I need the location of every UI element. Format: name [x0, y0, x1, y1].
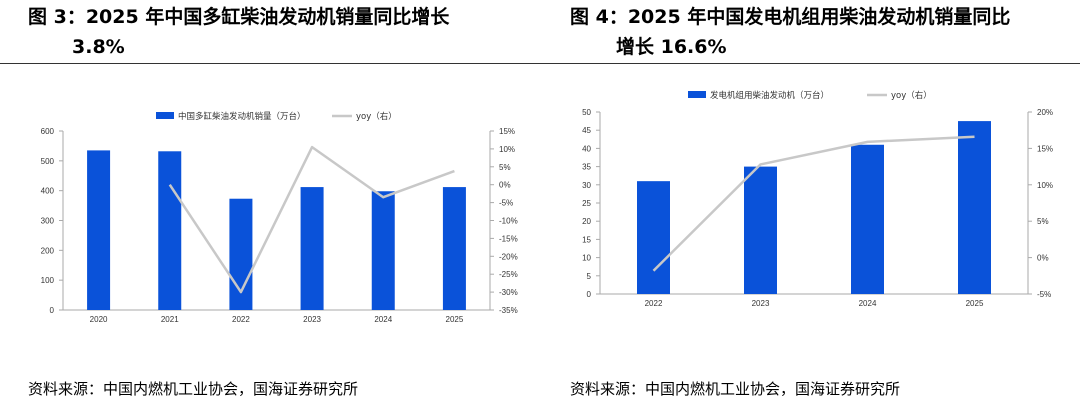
right-tick-label: -30%: [499, 288, 518, 297]
left-tick-label: 500: [41, 157, 55, 166]
left-tick-label: 15: [582, 235, 591, 244]
x-tick-label: 2024: [859, 299, 877, 308]
yoy-line: [652, 135, 975, 272]
left-tick-label: 25: [582, 199, 591, 208]
source-note: 资料来源：中国内燃机工业协会，国海证券研究所: [570, 380, 901, 398]
bar: [637, 181, 670, 294]
legend-label-line: yoy（右）: [891, 90, 932, 101]
x-tick-label: 2023: [752, 299, 770, 308]
left-tick-label: 200: [41, 246, 55, 255]
right-tick-label: 5%: [499, 163, 511, 172]
right-tick-label: 10%: [499, 145, 515, 154]
right-tick-label: -20%: [499, 252, 518, 261]
left-tick-label: 35: [582, 163, 591, 172]
legend-label-bar: 中国多缸柴油发动机销量（万台）: [178, 111, 306, 122]
x-tick-label: 2020: [90, 315, 108, 324]
right-tick-label: -5%: [1037, 290, 1051, 299]
left-tick-label: 45: [582, 126, 591, 135]
right-tick-label: -10%: [499, 217, 518, 226]
right-tick-label: 15%: [499, 127, 515, 136]
legend-swatch-bar: [688, 91, 706, 98]
x-tick-label: 2025: [446, 315, 464, 324]
chart-panel-left: 图 3：2025 年中国多缸柴油发动机销量同比增长 3.8% 0 100 200 30…: [28, 2, 533, 398]
x-tick-label: 2022: [232, 315, 250, 324]
bar: [442, 187, 466, 310]
x-tick-label: 2023: [303, 315, 321, 324]
header-rule: [0, 63, 1080, 64]
bar: [158, 151, 182, 310]
left-tick-label: 100: [41, 276, 55, 285]
x-tick-label: 2021: [161, 315, 179, 324]
bar: [958, 121, 991, 294]
legend-label-bar: 发电机组用柴油发动机（万台）: [710, 90, 829, 101]
right-tick-label: 5%: [1037, 217, 1049, 226]
right-tick-label: 0%: [1037, 254, 1049, 263]
bar: [300, 187, 324, 310]
bar: [87, 150, 111, 310]
figure-title: 图 3：2025 年中国多缸柴油发动机销量同比增长 3.8%: [28, 2, 533, 62]
right-tick-label: 10%: [1037, 181, 1053, 190]
right-tick-label: 15%: [1037, 144, 1053, 153]
left-tick-label: 600: [41, 127, 55, 136]
left-tick-label: 10: [582, 254, 591, 263]
left-tick-label: 400: [41, 187, 55, 196]
legend-swatch-bar: [156, 112, 174, 119]
bar: [851, 144, 884, 294]
left-tick-label: 0: [50, 306, 55, 315]
x-tick-label: 2024: [374, 315, 392, 324]
combo-bar-line-chart: 0 100 200 300 400 500 600 -35% -30% -25% -20% -15% -…: [41, 111, 518, 324]
legend-label-line: yoy（右）: [356, 111, 397, 122]
left-tick-label: 300: [41, 217, 55, 226]
bar: [371, 191, 395, 310]
left-tick-label: 0: [587, 290, 592, 299]
left-tick-label: 40: [582, 144, 591, 153]
combo-bar-line-chart: 05101520253035404550-5%0%5%10%15%20%2022…: [582, 90, 1053, 308]
figure-title: 图 4：2025 年中国发电机组用柴油发动机销量同比 增长 16.6%: [570, 2, 1075, 62]
source-note: 资料来源：中国内燃机工业协会，国海证券研究所: [28, 380, 359, 398]
right-tick-label: -35%: [499, 306, 518, 315]
bar: [744, 166, 777, 294]
chart-panel-right: 图 4：2025 年中国发电机组用柴油发动机销量同比 增长 16.6% 0 5 10…: [540, 0, 1080, 408]
left-tick-label: 30: [582, 181, 591, 190]
figure-title-line2: 增长 16.6%: [616, 36, 727, 58]
left-tick-label: 50: [582, 108, 591, 117]
right-tick-label: 0%: [499, 181, 511, 190]
x-tick-label: 2025: [966, 299, 984, 308]
figure-title-line1: 图 3：2025 年中国多缸柴油发动机销量同比增长: [28, 6, 450, 28]
right-tick-label: 20%: [1037, 108, 1053, 117]
left-tick-label: 5: [587, 272, 592, 281]
right-tick-label: -15%: [499, 234, 518, 243]
figure-title-line2: 3.8%: [72, 36, 125, 58]
figure-title-line1: 图 4：2025 年中国发电机组用柴油发动机销量同比: [570, 6, 1011, 28]
x-tick-label: 2022: [645, 299, 663, 308]
right-tick-label: -5%: [499, 199, 513, 208]
yoy-line: [168, 145, 455, 294]
right-tick-label: -25%: [499, 270, 518, 279]
left-tick-label: 20: [582, 217, 591, 226]
